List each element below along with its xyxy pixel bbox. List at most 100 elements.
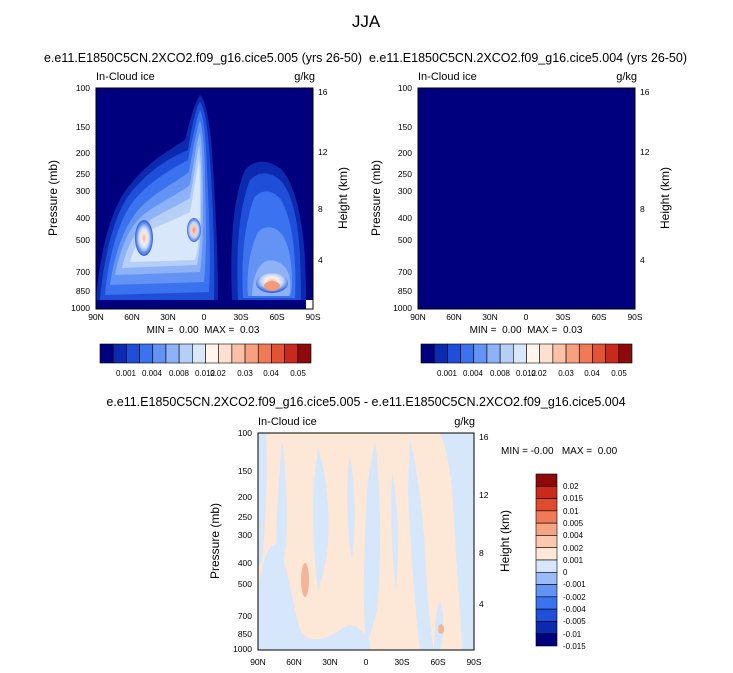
panel-1-yticks-right: 16 12 8 4 <box>318 87 328 265</box>
colorbar-swatch <box>420 343 435 364</box>
colorbar-swatch <box>565 343 580 364</box>
colorbar-swatch <box>535 559 558 573</box>
colorbar-label: 0.03 <box>237 369 253 378</box>
xtick: 0 <box>202 312 207 322</box>
colorbar-label: 0.04 <box>584 369 600 378</box>
panel-3-ylabel-right: Height (km) <box>498 510 512 572</box>
ytick: 200 <box>238 492 252 502</box>
xtick: 30S <box>394 657 409 667</box>
ytick: 100 <box>398 83 412 93</box>
colorbar-label: 0.01 <box>563 507 579 516</box>
colorbar-swatch <box>535 584 558 598</box>
colorbar-swatch <box>99 343 114 364</box>
ytick: 1000 <box>71 303 90 313</box>
panel-2-yticks-right: 16 12 8 4 <box>640 87 650 265</box>
ytick: 850 <box>238 629 252 639</box>
xtick: 30N <box>322 657 338 667</box>
panel-3-colorbar: 0.02 0.015 0.01 0.005 0.004 0.002 0.001 … <box>535 473 586 651</box>
colorbar-swatch <box>152 343 167 364</box>
xtick: 90S <box>627 312 642 322</box>
panel-1-title: e.e11.E1850C5CN.2XCO2.f09_g16.cice5.005 … <box>44 51 362 65</box>
colorbar-label: 0.04 <box>263 369 279 378</box>
colorbar-label: 0.02 <box>531 369 547 378</box>
ytick: 700 <box>398 267 412 277</box>
ytick: 200 <box>76 148 90 158</box>
colorbar-swatch <box>578 343 593 364</box>
panel-3-xticks: 90N 60N 30N 0 30S 60S 90S <box>250 657 482 667</box>
panel-3-yticks-right: 16 12 8 4 <box>479 432 489 609</box>
colorbar-swatch <box>535 633 558 647</box>
xtick: 60N <box>286 657 302 667</box>
xtick: 0 <box>524 312 529 322</box>
xtick: 90S <box>305 312 320 322</box>
main-title: JJA <box>352 12 381 31</box>
colorbar-swatch <box>618 343 633 364</box>
panel-1-ylabel-right: Height (km) <box>336 167 350 229</box>
ytick: 500 <box>76 235 90 245</box>
colorbar-swatch <box>605 343 620 364</box>
colorbar-swatch <box>535 473 558 487</box>
ytick-right: 4 <box>318 255 323 265</box>
ytick: 1000 <box>393 303 412 313</box>
ytick-right: 8 <box>479 548 484 558</box>
colorbar-swatch <box>535 621 558 635</box>
colorbar-swatch <box>244 343 259 364</box>
ytick-right: 16 <box>479 432 489 442</box>
panel-1-units: g/kg <box>294 71 315 83</box>
colorbar-label: 0.002 <box>563 544 584 553</box>
ytick: 400 <box>238 558 252 568</box>
ytick-right: 4 <box>640 255 645 265</box>
ytick: 250 <box>238 512 252 522</box>
ytick-right: 16 <box>318 87 328 97</box>
panel-1-colorbar: 0.001 0.004 0.008 0.012 0.02 0.03 0.04 0… <box>99 343 312 378</box>
ytick: 100 <box>238 428 252 438</box>
xtick: 30S <box>233 312 248 322</box>
ytick: 300 <box>238 530 252 540</box>
panel-3-plot <box>257 432 475 651</box>
colorbar-swatch <box>192 343 206 364</box>
colorbar-swatch <box>433 343 448 364</box>
colorbar-swatch <box>535 571 558 585</box>
positive-anomaly <box>438 624 444 634</box>
panel-1-yticks: 100 150 200 250 300 400 500 700 850 1000 <box>71 83 90 313</box>
ytick: 150 <box>76 122 90 132</box>
colorbar-swatch <box>535 522 558 536</box>
colorbar-label: 0.05 <box>290 369 306 378</box>
colorbar-swatch <box>271 343 285 364</box>
xtick: 30N <box>482 312 498 322</box>
colorbar-label: -0.004 <box>563 605 586 614</box>
colorbar-label: 0.02 <box>563 482 579 491</box>
colorbar-swatch <box>231 343 246 364</box>
colorbar-swatch <box>205 343 219 364</box>
colorbar-swatch <box>284 343 299 364</box>
xtick: 60S <box>591 312 606 322</box>
colorbar-swatch <box>112 343 127 364</box>
colorbar-swatch <box>535 485 558 499</box>
ytick: 250 <box>76 169 90 179</box>
colorbar-swatch <box>126 343 140 364</box>
colorbar-swatch <box>178 343 193 364</box>
colorbar-swatch <box>513 343 527 364</box>
colorbar-swatch <box>535 535 558 549</box>
colorbar-swatch <box>526 343 540 364</box>
colorbar-swatch <box>535 596 558 610</box>
colorbar-label: -0.01 <box>563 630 582 639</box>
colorbar-label: 0.015 <box>563 494 584 503</box>
ytick-right: 12 <box>479 490 489 500</box>
colorbar-swatch <box>592 343 606 364</box>
colorbar-swatch <box>139 343 154 364</box>
positive-anomaly <box>301 563 309 597</box>
panel-3-yticks: 100 150 200 250 300 400 500 700 850 1000 <box>233 428 252 654</box>
xtick: 30N <box>160 312 176 322</box>
panel-3-title: e.e11.E1850C5CN.2XCO2.f09_g16.cice5.005 … <box>106 395 625 409</box>
xtick: 90S <box>466 657 481 667</box>
panel-3: e.e11.E1850C5CN.2XCO2.f09_g16.cice5.005 … <box>106 395 625 667</box>
xtick: 90N <box>88 312 104 322</box>
panel-2-ylabel-right: Height (km) <box>658 167 672 229</box>
panel-2: e.e11.E1850C5CN.2XCO2.f09_g16.cice5.004 … <box>369 51 687 378</box>
panel-2-minmax: MIN = 0.00 MAX = 0.03 <box>470 325 583 336</box>
colorbar-label: 0.03 <box>558 369 574 378</box>
colorbar-swatch <box>257 343 272 364</box>
ytick: 150 <box>238 466 252 476</box>
colorbar-label: 0.02 <box>210 369 226 378</box>
